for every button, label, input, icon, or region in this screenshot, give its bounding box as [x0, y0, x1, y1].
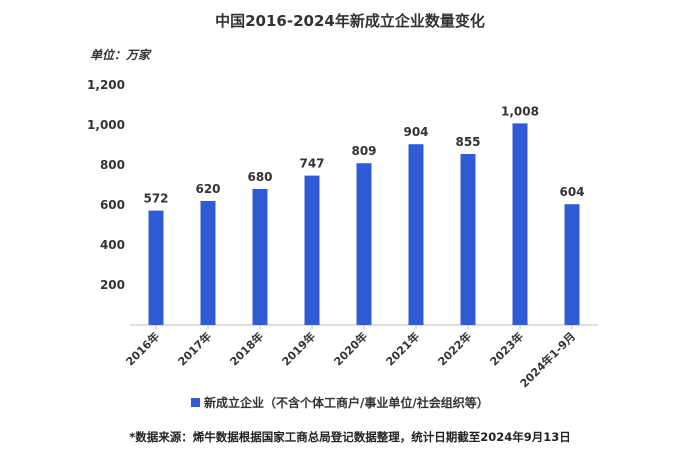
bar — [148, 210, 164, 325]
bar — [408, 144, 424, 325]
data-label: 1,008 — [501, 104, 539, 118]
x-tick-label: 2023年 — [487, 329, 526, 368]
data-label: 572 — [143, 192, 168, 206]
y-tick-label: 200 — [100, 278, 125, 292]
legend: 新成立企业（不含个体工商户/事业单位/社会组织等） — [191, 395, 489, 410]
unit-label: 单位：万家 — [90, 48, 152, 62]
data-label: 809 — [351, 144, 376, 158]
bar — [564, 204, 580, 325]
y-tick-label: 1,000 — [87, 118, 125, 132]
data-label: 855 — [455, 135, 480, 149]
x-tick-label: 2016年 — [123, 329, 162, 368]
x-tick-label: 2019年 — [279, 329, 318, 368]
legend-swatch — [191, 398, 200, 407]
source-footnote: *数据来源：烯牛数据根据国家工商总局登记数据整理，统计日期截至2024年9月13… — [129, 430, 571, 444]
bar — [252, 189, 268, 325]
y-tick-label: 1,200 — [87, 78, 125, 92]
bar — [356, 163, 372, 325]
bar — [200, 201, 216, 325]
x-tick-label: 2017年 — [175, 329, 214, 368]
x-tick-label: 2024年1-9月 — [517, 329, 578, 390]
data-label: 620 — [195, 182, 220, 196]
bar — [304, 175, 320, 325]
y-tick-label: 600 — [100, 198, 125, 212]
data-label: 747 — [299, 157, 324, 171]
data-label: 604 — [559, 185, 584, 199]
x-tick-label: 2018年 — [227, 329, 266, 368]
x-tick-label: 2022年 — [435, 329, 474, 368]
bar — [512, 123, 528, 326]
y-tick-label: 400 — [100, 238, 125, 252]
plot-area: 200 400 600 800 1,000 1,200 572 2016年 620 2017年 68… — [87, 78, 598, 390]
x-tick-label: 2021年 — [383, 329, 422, 368]
y-tick-label: 800 — [100, 158, 125, 172]
data-label: 904 — [403, 125, 428, 139]
data-label: 680 — [247, 170, 272, 184]
legend-label: 新成立企业（不含个体工商户/事业单位/社会组织等） — [204, 395, 489, 410]
x-tick-label: 2020年 — [331, 329, 370, 368]
chart-title: 中国2016-2024年新成立企业数量变化 — [215, 12, 485, 30]
bar — [460, 154, 476, 325]
